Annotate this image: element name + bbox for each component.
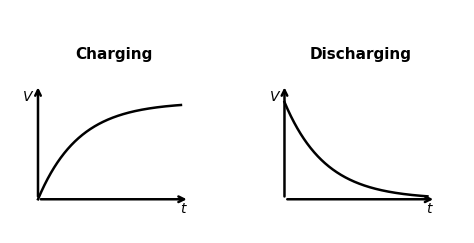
Text: V: V	[270, 90, 279, 104]
Title: Discharging: Discharging	[309, 47, 411, 62]
Text: t: t	[180, 202, 185, 216]
Text: V: V	[23, 90, 33, 104]
Text: t: t	[426, 202, 432, 216]
Title: Charging: Charging	[75, 47, 153, 62]
